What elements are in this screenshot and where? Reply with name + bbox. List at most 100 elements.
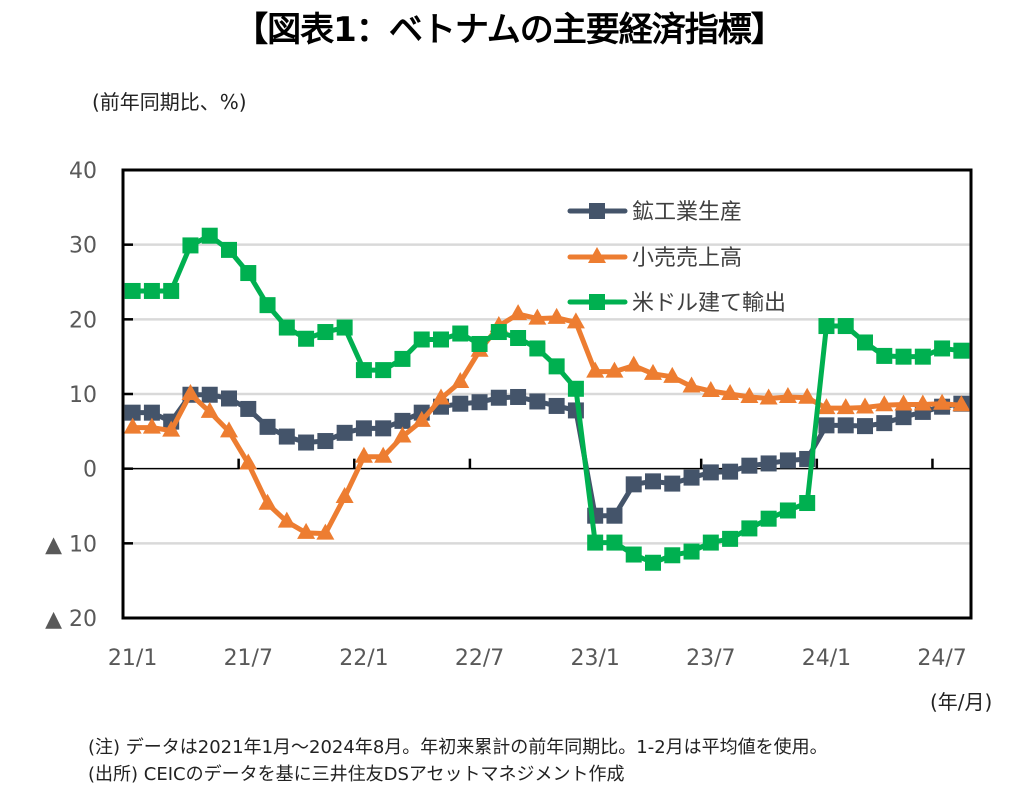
data-point xyxy=(876,415,893,432)
data-point xyxy=(624,355,643,372)
data-point xyxy=(336,424,353,441)
data-point xyxy=(394,350,411,367)
legend-label: 米ドル建て輸出 xyxy=(632,291,786,316)
data-point xyxy=(143,282,160,299)
x-tick-label: 22/7 xyxy=(455,646,504,671)
data-point xyxy=(181,384,200,400)
footnote: (注) データは2021年1月～2024年8月。年初来累計の前年同期比。1-2月… xyxy=(88,737,828,758)
data-point xyxy=(124,404,141,421)
data-point xyxy=(297,522,316,539)
data-point xyxy=(818,318,835,335)
data-point xyxy=(702,464,719,481)
data-point xyxy=(240,400,257,417)
data-point xyxy=(394,412,411,429)
data-point xyxy=(722,530,739,547)
data-point xyxy=(528,308,547,325)
y-tick-label: ▲ 10 xyxy=(45,532,97,557)
data-point xyxy=(220,421,238,438)
data-point xyxy=(953,342,970,359)
data-point xyxy=(857,418,873,435)
data-point xyxy=(201,227,218,244)
data-point xyxy=(683,469,700,486)
data-point xyxy=(163,282,180,299)
data-point xyxy=(952,395,971,412)
legend-marker xyxy=(589,294,605,310)
data-point xyxy=(682,376,701,393)
data-point xyxy=(760,455,777,472)
data-point xyxy=(452,395,469,412)
legend-marker xyxy=(589,203,605,219)
zero-line xyxy=(123,458,971,470)
data-point xyxy=(645,473,661,490)
data-point xyxy=(433,331,449,348)
data-point xyxy=(548,397,565,414)
data-point xyxy=(509,304,528,321)
data-point xyxy=(567,380,584,397)
data-point xyxy=(317,433,334,450)
data-point xyxy=(547,307,566,324)
data-point xyxy=(471,335,488,352)
data-point xyxy=(818,417,835,434)
y-tick-label: 30 xyxy=(69,234,97,259)
data-point xyxy=(221,390,237,407)
data-point xyxy=(298,330,315,347)
x-tick-label: 24/7 xyxy=(917,646,966,671)
data-point xyxy=(239,453,258,470)
x-tick-label: 24/1 xyxy=(802,646,851,671)
data-point xyxy=(162,420,181,437)
data-point xyxy=(143,404,160,421)
data-point xyxy=(393,426,412,443)
data-point xyxy=(721,384,740,400)
data-point xyxy=(298,434,315,451)
x-tick-label: 21/7 xyxy=(224,646,273,671)
series-line xyxy=(132,392,962,519)
x-axis-unit-label: (年/月) xyxy=(930,690,993,714)
y-axis: 40 30 20 10 0 ▲ 10 ▲ 20 xyxy=(45,159,133,632)
legend-label: 小売売上高 xyxy=(632,246,742,271)
data-point xyxy=(701,381,720,398)
data-point xyxy=(587,534,604,551)
data-point xyxy=(258,493,277,510)
source-note: (出所) CEICのデータを基に三井住友DSアセットマネジメント作成 xyxy=(88,764,625,785)
series-2 xyxy=(123,304,971,540)
data-point xyxy=(644,363,662,380)
data-point xyxy=(412,410,431,427)
data-point xyxy=(759,388,778,405)
data-point xyxy=(375,362,392,379)
data-point xyxy=(490,389,507,406)
data-point xyxy=(471,394,488,411)
legend-label: 鉱工業生産 xyxy=(632,200,742,225)
data-point xyxy=(895,409,912,426)
data-point xyxy=(374,446,393,463)
data-point xyxy=(778,386,797,403)
y-tick-label: ▲ 20 xyxy=(45,607,97,632)
data-point xyxy=(142,417,161,434)
legend-item: 鉱工業生産 xyxy=(567,200,742,225)
data-point xyxy=(529,393,546,410)
data-point xyxy=(586,361,605,378)
chart-title: 【図表1：ベトナムの主要経済指標】 xyxy=(234,10,785,50)
data-point xyxy=(451,372,470,389)
x-tick-label: 22/1 xyxy=(339,646,388,671)
y-tick-label: 40 xyxy=(69,159,97,184)
data-point xyxy=(335,487,354,504)
y-axis-unit-label: (前年同期比、%) xyxy=(92,90,247,114)
data-point xyxy=(259,297,276,314)
data-point xyxy=(837,318,854,335)
data-point xyxy=(201,386,218,403)
x-tick-label: 23/1 xyxy=(570,646,619,671)
data-point xyxy=(452,325,469,342)
data-point xyxy=(663,366,682,383)
data-point xyxy=(510,330,527,346)
data-point xyxy=(221,241,237,258)
data-point xyxy=(123,417,142,434)
y-tick-label: 10 xyxy=(69,383,97,408)
data-point xyxy=(817,398,836,415)
data-point xyxy=(375,420,392,437)
data-point xyxy=(566,312,585,329)
data-point xyxy=(836,398,855,415)
data-point xyxy=(683,543,700,560)
data-point xyxy=(760,510,777,527)
data-point xyxy=(625,476,642,493)
